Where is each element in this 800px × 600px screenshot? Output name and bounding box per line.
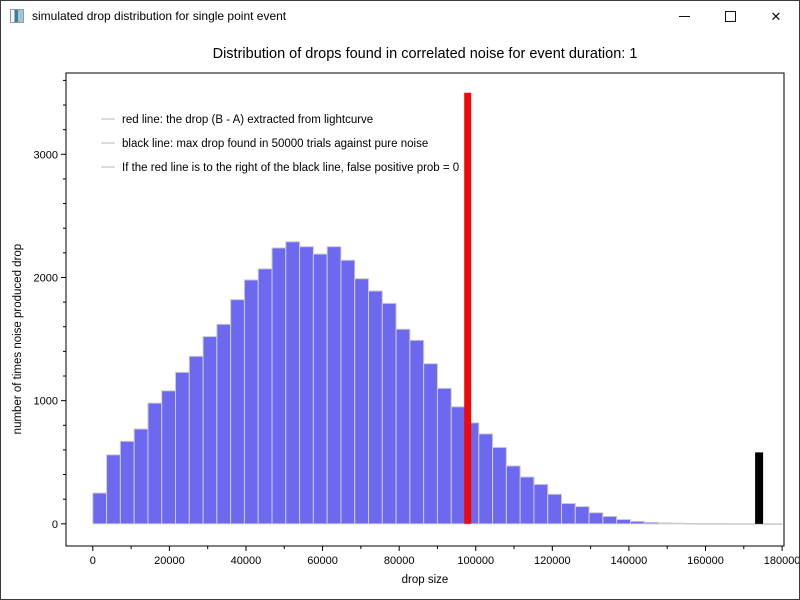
red-drop-line [464,92,472,524]
y-tick-label: 0 [52,519,58,531]
histogram-bar [409,339,425,525]
histogram-bar [161,390,177,525]
histogram-bar [436,387,452,525]
legend-entry: If the red line is to the right of the b… [122,162,459,174]
histogram-bar [726,523,742,525]
histogram-bar [106,454,121,525]
histogram-bar [740,523,756,525]
close-button[interactable]: ✕ [753,1,799,31]
histogram-bar [657,522,673,525]
histogram-bar [767,523,783,525]
histogram-bar [92,492,108,525]
histogram-bar [533,483,549,525]
legend-entry: red line: the drop (B - A) extracted fro… [122,114,373,126]
window-title: simulated drop distribution for single p… [32,9,287,23]
histogram-bar [299,246,314,525]
axes-frame [65,72,785,547]
y-tick-label: 2000 [34,272,58,284]
histogram-bar [423,363,438,525]
histogram-bar [188,355,204,525]
close-icon: ✕ [770,8,782,24]
titlebar[interactable]: simulated drop distribution for single p… [1,1,799,31]
histogram-bar [202,336,218,525]
histogram-bar [671,522,687,525]
x-tick-label: 20000 [154,555,185,567]
window-controls: ✕ [661,1,799,31]
x-tick-label: 80000 [384,555,415,567]
x-tick-label: 180000 [764,555,799,567]
histogram-bar [326,246,342,525]
histogram-bar [340,259,356,525]
histogram-bar [602,515,618,525]
histogram-bar [147,402,163,525]
histogram-bar [257,268,273,525]
x-tick-label: 140000 [611,555,648,567]
x-axis-label: drop size [402,574,449,586]
histogram-bar [519,476,535,525]
histogram-bar [698,523,714,525]
maximize-button[interactable] [707,1,753,31]
histogram-bar [616,519,631,525]
x-tick-label: 40000 [231,555,262,567]
chart-title: Distribution of drops found in correlate… [213,46,638,62]
histogram-bar [492,446,507,525]
x-tick-label: 100000 [457,555,494,567]
histogram-bar [119,440,135,525]
app-icon[interactable] [10,9,24,23]
legend-entry: black line: max drop found in 50000 tria… [122,138,428,150]
histogram-bar [312,253,328,525]
histogram-bar [712,523,728,525]
chart-svg: 0 20000 40000 60000 80000 100000 120000 140000 1… [12,46,799,586]
minimize-button[interactable] [661,1,707,31]
histogram-bar [450,406,466,525]
histogram-bar [574,506,590,525]
histogram-bar [381,302,397,525]
histogram-bar [271,247,287,525]
histogram-bar [243,279,259,525]
x-tick-label: 120000 [534,555,571,567]
x-tick-label: 60000 [307,555,338,567]
x-tick-label: 160000 [687,555,724,567]
histogram-bar [175,371,190,525]
histogram-bar [133,428,149,525]
histogram-bar [395,328,411,525]
figure-canvas: 0 20000 40000 60000 80000 100000 120000 140000 1… [1,31,799,599]
histogram-bar [588,512,604,525]
black-max-drop-line [755,452,764,524]
histogram-bar [561,503,576,525]
histogram-bar [643,521,659,525]
histogram-bar [629,520,645,525]
histogram-bar [230,299,245,525]
histogram-bar [478,433,494,525]
histogram-bar [547,493,563,525]
histogram-bar [285,241,301,525]
maximize-icon [724,10,736,22]
y-tick-label: 1000 [34,396,58,408]
y-axis-label: number of times noise produced drop [12,244,24,435]
y-tick-label: 3000 [34,149,58,161]
histogram-bar [368,290,383,525]
histogram-bar [216,323,232,525]
minimize-icon [678,15,690,17]
histogram-bar [354,278,370,525]
x-tick-label: 0 [90,555,96,567]
histogram-bar [685,522,700,525]
histogram-bar [505,465,521,525]
